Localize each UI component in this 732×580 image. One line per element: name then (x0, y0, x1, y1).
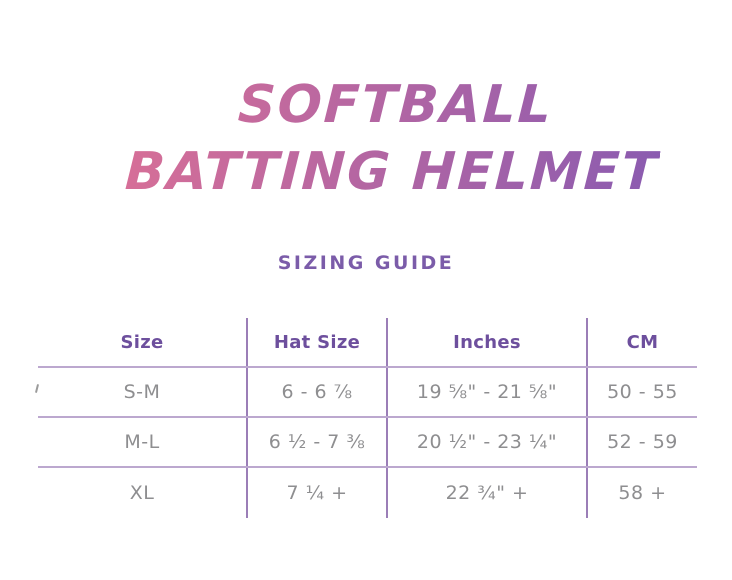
cell-hat-size: 7 ¼ + (248, 468, 388, 518)
column-header-cm: CM (626, 331, 659, 353)
cell-hat-size: 6 ½ - 7 ⅜ (248, 418, 388, 466)
title-line-1: SOFTBALL (236, 75, 555, 135)
cell-cm: 50 - 55 (607, 381, 678, 403)
page-title: SOFTBALL BATTING HELMET (28, 0, 732, 206)
table-row-s-m: S-M 6 - 6 ⅞ 19 ⅝" - 21 ⅝" 50 - 55 (38, 368, 697, 418)
cell-hat-size: 6 - 6 ⅞ (248, 368, 388, 416)
cell-inches: 22 ¾" + (388, 468, 588, 518)
sizing-table: Size Hat Size Inches CM S-M 6 - 6 ⅞ 19 ⅝… (38, 318, 697, 518)
sizing-guide-heading: SIZING GUIDE (277, 252, 455, 274)
cell-inches: 19 ⅝" - 21 ⅝" (388, 368, 588, 416)
cell-inches: 20 ½" - 23 ¼" (388, 418, 588, 466)
title-gradient-text: SOFTBALL BATTING HELMET (124, 72, 665, 206)
cell-size: S-M (38, 368, 248, 416)
table-row-xl: XL 7 ¼ + 22 ¾" + 58 + (38, 468, 697, 518)
column-header-size: Size (38, 318, 248, 366)
cell-size: M-L (38, 418, 248, 466)
table-header-row: Size Hat Size Inches CM (38, 318, 697, 368)
cell-size: XL (38, 468, 248, 518)
column-header-inches: Inches (388, 318, 588, 366)
table-row-m-l: M-L 6 ½ - 7 ⅜ 20 ½" - 23 ¼" 52 - 59 (38, 418, 697, 468)
column-header-hat-size: Hat Size (248, 318, 388, 366)
title-line-2: BATTING HELMET (123, 142, 661, 202)
cell-cm: 58 + (618, 482, 667, 504)
cell-cm: 52 - 59 (607, 431, 678, 453)
